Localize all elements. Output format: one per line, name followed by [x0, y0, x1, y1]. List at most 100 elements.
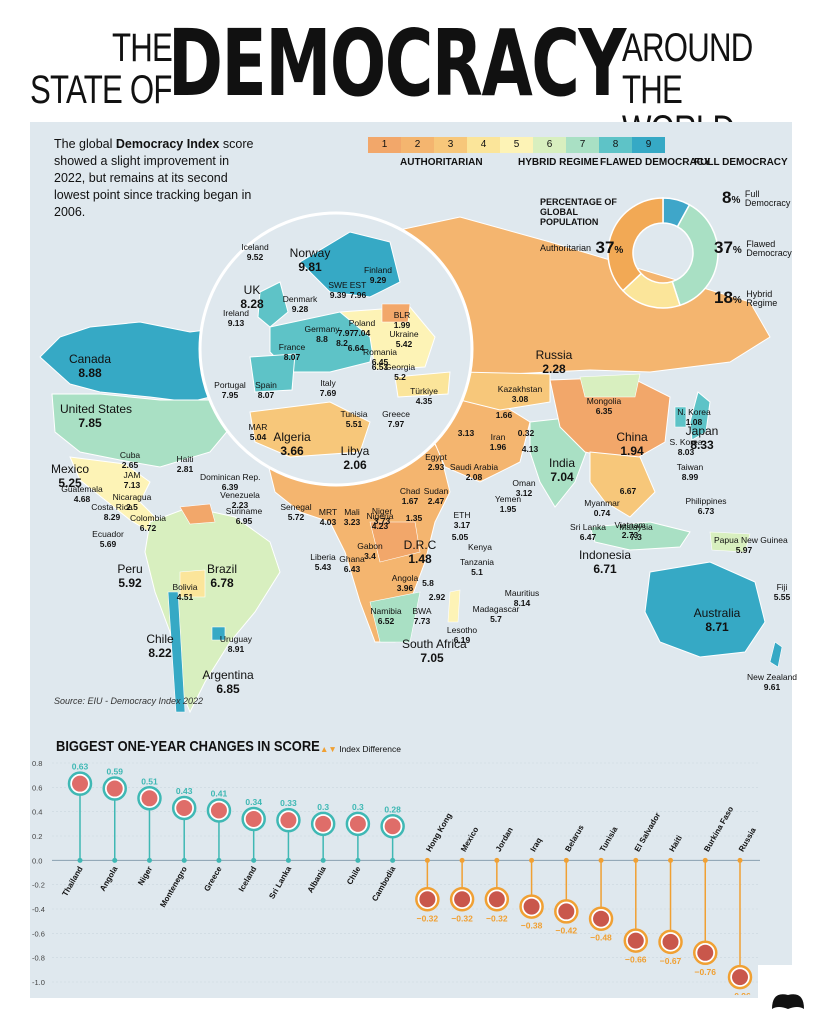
map-label-name: Yemen — [494, 494, 522, 504]
map-label-name: Italy — [320, 378, 336, 388]
map-label-indonesia: Indonesia 6.71 — [575, 548, 635, 576]
map-label-value: 2.23 — [231, 500, 249, 510]
map-label-value: 8.07 — [257, 390, 275, 400]
value-label: −0.96 — [729, 991, 751, 995]
map-label-algeria: Algeria 3.66 — [262, 430, 322, 458]
region-venezuela — [179, 503, 216, 525]
map-label-taiwan: Taiwan 8.99 — [660, 462, 720, 482]
map-label-brazil: Brazil 6.78 — [192, 562, 252, 590]
stem-base — [702, 857, 708, 863]
pop-hybrid-label: Hybrid Regime — [746, 289, 777, 308]
map-label-name: Iceland — [241, 242, 269, 252]
map-label-value: 7.96 — [349, 290, 367, 300]
map-label-value: 6.47 — [579, 532, 597, 542]
stem-base — [668, 857, 674, 863]
map-label-papua-new-guinea: Papua New Guinea 5.97 — [714, 535, 788, 555]
map-label-name: Mexico — [50, 462, 89, 476]
flag-fill — [523, 898, 540, 915]
map-label-name: Philippines — [685, 496, 727, 506]
map-label-colombia: Colombia 6.72 — [118, 513, 178, 533]
region-bolivia — [179, 569, 206, 598]
pop-hybrid: 18% Hybrid Regime — [714, 288, 777, 308]
map-label-nicaragua: Nicaragua 2.5 — [102, 492, 162, 512]
region-madagascar — [447, 589, 461, 623]
map-label-name: S. Korea — [669, 437, 703, 447]
map-label-name: Greece — [382, 409, 410, 419]
map-label-value: 9.81 — [298, 260, 322, 274]
map-label-haiti: Haiti 2.81 — [155, 454, 215, 474]
map-label-name: Dominican Rep. — [200, 472, 261, 482]
map-label-bwa: BWA 7.73 — [392, 606, 452, 626]
map-label-value-91: 5.8 — [398, 578, 458, 588]
map-label-value: 2.92 — [428, 592, 446, 602]
pop-full: 8% Full Democracy — [722, 188, 790, 208]
stem-base — [563, 857, 569, 863]
pop-full-num: 8 — [722, 188, 732, 207]
map-label-myanmar: Myanmar 0.74 — [572, 498, 632, 518]
map-label-name: Kenya — [467, 542, 493, 552]
map-label-name: Norway — [289, 246, 331, 260]
map-label-namibia: Namibia 6.52 — [356, 606, 416, 626]
map-label-ukraine: Ukraine 5.42 — [374, 329, 434, 349]
y-tick-label: -0.6 — [32, 929, 45, 938]
map-label-name: Guatemala — [61, 484, 103, 494]
legend-cell-8: 8 — [599, 137, 632, 153]
map-label-value: 9.29 — [369, 275, 387, 285]
map-label-senegal: Senegal 5.72 — [266, 502, 326, 522]
intro-pre: The global — [54, 137, 116, 151]
flag-fill — [315, 815, 332, 832]
legend-cell-1: 1 — [368, 137, 401, 153]
map-label-gabon: Gabon 3.4 — [340, 541, 400, 561]
region-north-africa-inset — [249, 401, 371, 458]
flag-fill — [384, 818, 401, 835]
map-label-value: 6.95 — [235, 516, 253, 526]
donut-slice-1 — [671, 203, 719, 307]
logo-icon — [772, 994, 804, 1009]
map-label-argentina: Argentina 6.85 — [198, 668, 258, 696]
value-label: −0.32 — [486, 913, 508, 923]
map-label-value: 8.8 — [316, 334, 328, 344]
value-label: −0.66 — [625, 955, 647, 965]
map-label-name: EST — [349, 280, 367, 290]
map-label-value: 8.28 — [240, 297, 264, 311]
map-label-value: 3.08 — [511, 394, 529, 404]
map-label-russia: Russia 2.28 — [524, 348, 584, 376]
map-label-name: Lesotho — [446, 625, 478, 635]
map-label-value: 8.29 — [103, 512, 121, 522]
category-label: Russia — [737, 826, 758, 854]
map-label-value-58: 3.13 — [436, 428, 496, 438]
map-label-yemen: Yemen 1.95 — [478, 494, 538, 514]
category-label: Iraq — [529, 836, 544, 853]
map-label-value: 2.06 — [343, 458, 367, 472]
map-label-value: 6.53 — [371, 362, 389, 372]
map-label-value: 3.13 — [457, 428, 475, 438]
value-label: −0.76 — [695, 967, 717, 977]
map-label-venezuela: Venezuela 2.23 — [210, 490, 270, 510]
map-label-name: Nicaragua — [112, 492, 152, 502]
map-label-value: 7.04 — [353, 328, 371, 338]
map-label-value: 5.97 — [735, 545, 753, 555]
logo — [758, 965, 819, 1024]
stem-base — [390, 857, 396, 863]
map-label-china: China 1.94 — [602, 430, 662, 458]
map-label-mrt: MRT 4.03 — [298, 507, 358, 527]
map-label-madagascar: Madagascar 5.7 — [466, 604, 526, 624]
map-label-value: 4.03 — [319, 517, 337, 527]
map-label-kazakhstan: Kazakhstan 3.08 — [490, 384, 550, 404]
map-label-name: Oman — [512, 478, 536, 488]
map-label-value-35: 6.64 — [326, 343, 386, 353]
map-label-lesotho: Lesotho 6.19 — [432, 625, 492, 645]
map-label-value: 9.39 — [329, 290, 347, 300]
map-label-mauritius: Mauritius 8.14 — [492, 588, 552, 608]
legend-group-hybrid: HYBRID REGIME — [518, 157, 599, 168]
legend-cell-4: 4 — [467, 137, 500, 153]
map-label-value: 1.48 — [408, 552, 432, 566]
map-label-value: 9.52 — [246, 252, 264, 262]
map-label-name: Ireland — [223, 308, 249, 318]
map-label-name: Gabon — [357, 541, 383, 551]
map-label-value: 8.03 — [677, 447, 695, 457]
map-label-chile: Chile 8.22 — [130, 632, 190, 660]
flag-fill — [454, 891, 471, 908]
map-label-value: 6.35 — [595, 406, 613, 416]
map-label-value: 6.19 — [453, 635, 471, 645]
